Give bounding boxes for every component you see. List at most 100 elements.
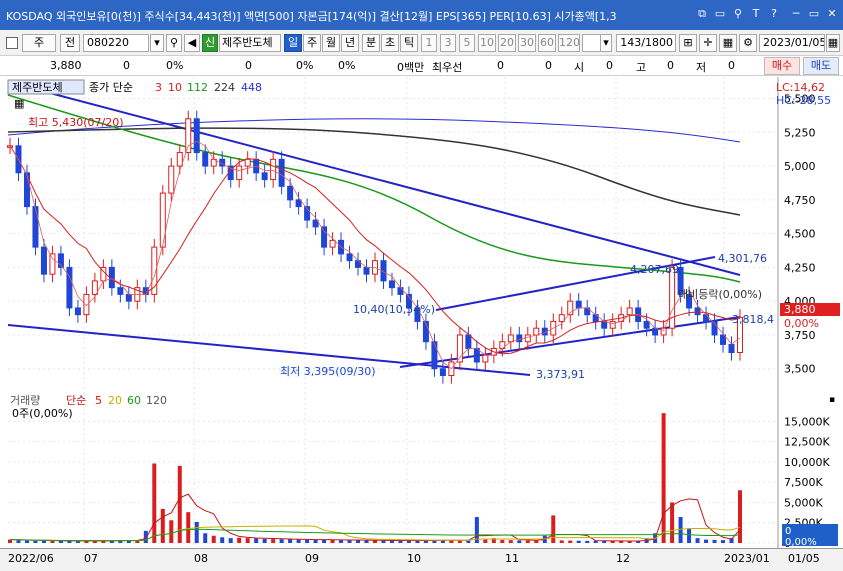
- volume-bar[interactable]: [602, 540, 607, 543]
- code-dropdown-icon[interactable]: ▾: [150, 34, 164, 52]
- candle[interactable]: [405, 293, 412, 309]
- candle[interactable]: [431, 341, 438, 370]
- volume-bar[interactable]: [220, 537, 225, 543]
- volume-legend-sma[interactable]: 단순: [66, 394, 86, 407]
- candle[interactable]: [686, 293, 693, 309]
- crosshair-icon[interactable]: ✛: [699, 34, 717, 52]
- pin-icon[interactable]: ⚲: [733, 7, 743, 20]
- volume-bar[interactable]: [466, 540, 471, 543]
- volume-bar[interactable]: [356, 540, 361, 543]
- candle[interactable]: [473, 347, 480, 363]
- volume-bar[interactable]: [254, 538, 259, 543]
- period-minute-button[interactable]: 분: [362, 34, 380, 52]
- volume-bar[interactable]: [721, 540, 726, 543]
- volume-bar[interactable]: [203, 533, 208, 543]
- candle[interactable]: [74, 307, 81, 316]
- candle[interactable]: [159, 192, 166, 248]
- volume-bar[interactable]: [568, 540, 573, 543]
- volume-bar[interactable]: [33, 540, 38, 543]
- interval-60[interactable]: 60: [538, 34, 556, 52]
- interval-3[interactable]: 3: [440, 34, 456, 52]
- volume-bar[interactable]: [678, 517, 683, 543]
- interval-120[interactable]: 120: [558, 34, 580, 52]
- volume-bar[interactable]: [551, 515, 556, 543]
- candle[interactable]: [482, 354, 489, 363]
- candle[interactable]: [737, 316, 743, 354]
- price-chart-svg[interactable]: 5,5005,2505,0004,7504,5004,2504,0003,750…: [0, 77, 843, 393]
- candle[interactable]: [312, 219, 319, 228]
- candle[interactable]: [91, 280, 98, 295]
- volume-bar[interactable]: [432, 540, 437, 543]
- volume-bar[interactable]: [271, 539, 276, 543]
- volume-bar[interactable]: [619, 541, 624, 543]
- candle[interactable]: [677, 266, 684, 295]
- volume-bar[interactable]: [313, 539, 318, 543]
- candle[interactable]: [168, 165, 175, 194]
- volume-bar[interactable]: [534, 540, 539, 543]
- volume-legend-20[interactable]: 20: [108, 394, 122, 407]
- candle[interactable]: [567, 300, 574, 316]
- volume-bar[interactable]: [593, 540, 598, 543]
- interval-30[interactable]: 30: [518, 34, 536, 52]
- period-day-button[interactable]: 일: [284, 34, 302, 52]
- volume-bar[interactable]: [712, 539, 717, 543]
- volume-bar[interactable]: [398, 540, 403, 543]
- candle[interactable]: [643, 320, 650, 329]
- stock-code-input[interactable]: 080220: [83, 34, 149, 52]
- volume-bar[interactable]: [364, 540, 369, 543]
- candle[interactable]: [558, 314, 565, 322]
- volume-bar[interactable]: [24, 540, 29, 543]
- candle[interactable]: [728, 343, 735, 354]
- candle[interactable]: [465, 334, 472, 349]
- candle[interactable]: [329, 239, 336, 248]
- candle[interactable]: [185, 118, 192, 154]
- volume-bar[interactable]: [636, 540, 641, 543]
- interval-5[interactable]: 5: [459, 34, 475, 52]
- candle[interactable]: [524, 334, 531, 343]
- volume-bar[interactable]: [322, 539, 327, 543]
- volume-bar[interactable]: [389, 540, 394, 543]
- link-checkbox[interactable]: [6, 37, 18, 49]
- volume-bar[interactable]: [169, 520, 174, 543]
- volume-bar[interactable]: [347, 540, 352, 543]
- volume-bar[interactable]: [296, 539, 301, 543]
- grid-icon[interactable]: ▦: [719, 34, 737, 52]
- candle[interactable]: [151, 246, 158, 295]
- volume-bar[interactable]: [474, 517, 479, 543]
- candle[interactable]: [388, 280, 395, 289]
- volume-bar[interactable]: [109, 540, 114, 543]
- candle[interactable]: [652, 327, 659, 336]
- candle[interactable]: [533, 327, 540, 336]
- window-mode-icon[interactable]: ▭: [714, 7, 726, 20]
- volume-bar[interactable]: [449, 540, 454, 543]
- interval-1[interactable]: 1: [421, 34, 437, 52]
- volume-bar[interactable]: [92, 540, 97, 543]
- candle[interactable]: [202, 152, 209, 167]
- volume-bar[interactable]: [457, 540, 462, 543]
- volume-bar[interactable]: [262, 538, 267, 543]
- candle[interactable]: [346, 253, 353, 262]
- volume-bar[interactable]: [50, 540, 55, 543]
- minimize-icon[interactable]: ─: [792, 7, 800, 20]
- candle[interactable]: [456, 334, 463, 363]
- volume-bar[interactable]: [228, 538, 233, 543]
- interval-dropdown-icon[interactable]: ▾: [600, 34, 612, 52]
- calendar-icon[interactable]: ▦: [826, 34, 840, 52]
- legend-ma10[interactable]: 10: [168, 81, 182, 94]
- volume-chart-panel[interactable]: 15,000K12,500K10,000K7,500K5,000K2,500K0…: [0, 393, 843, 550]
- maximize-icon[interactable]: ▭: [808, 7, 820, 20]
- period-year-button[interactable]: 년: [341, 34, 359, 52]
- volume-bar[interactable]: [695, 538, 700, 543]
- volume-legend-120[interactable]: 120: [146, 394, 167, 407]
- volume-bar[interactable]: [279, 539, 284, 543]
- volume-bar[interactable]: [508, 540, 513, 543]
- volume-bar[interactable]: [126, 540, 131, 543]
- volume-bar[interactable]: [101, 540, 106, 543]
- candle[interactable]: [321, 226, 328, 248]
- panel-menu-icon[interactable]: ▪: [829, 395, 835, 405]
- volume-bar[interactable]: [585, 540, 590, 543]
- resistance-trendline[interactable]: [7, 81, 741, 276]
- volume-bar[interactable]: [41, 540, 46, 543]
- volume-bar[interactable]: [143, 530, 148, 543]
- channel-upper-line[interactable]: [435, 256, 716, 311]
